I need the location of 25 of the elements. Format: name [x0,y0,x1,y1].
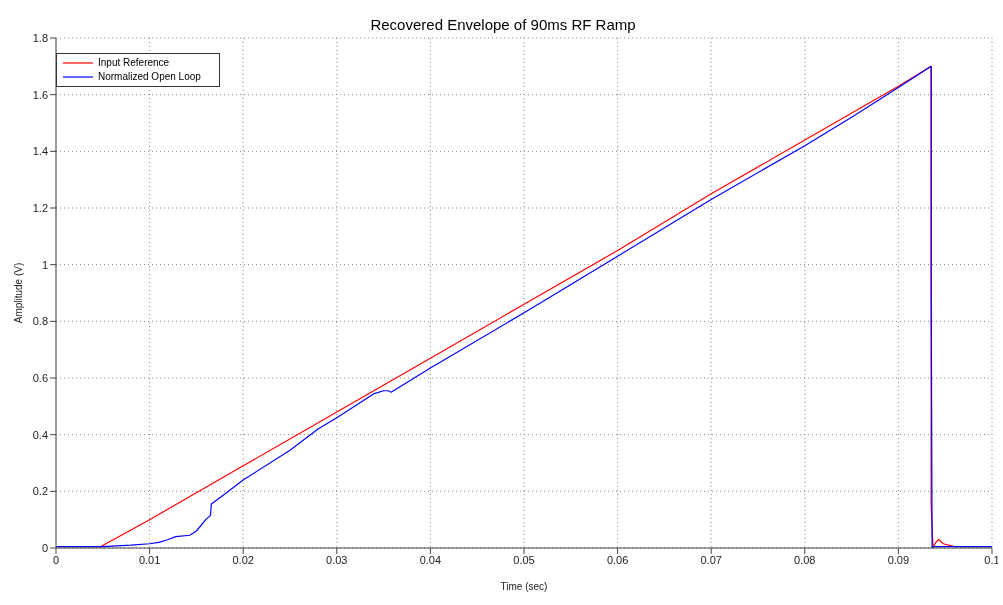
x-tick-label: 0.01 [138,553,161,566]
y-tick-label: 0.2 [32,485,48,498]
x-tick-label: 0.08 [794,553,816,566]
x-tick-label: 0.03 [326,553,348,566]
x-tick-label: 0 [52,553,60,566]
y-tick-label: 0 [41,541,48,554]
x-tick-label: 0.04 [419,553,442,566]
x-tick-label: 0.09 [887,553,910,566]
x-tick-label: 0.07 [700,553,722,566]
x-tick-label: 0.06 [606,553,629,566]
legend-label: Input Reference [98,56,170,70]
x-tick-label: 0.02 [232,553,254,566]
y-tick-label: 1.8 [32,31,48,44]
chart-title: Recovered Envelope of 90ms RF Ramp [369,16,637,33]
y-tick-label: 1.4 [32,145,48,158]
x-axis-title: Time (sec) [500,581,548,592]
y-tick-label: 1 [41,258,48,271]
x-tick-label: 0.05 [513,553,535,566]
y-tick-label: 0.6 [32,371,48,384]
y-tick-label: 1.2 [32,201,48,214]
y-axis-title: Amplitude (V) [12,262,24,324]
y-tick-label: 1.6 [32,88,48,101]
y-tick-label: 0.4 [32,428,48,441]
legend-label: Normalized Open Loop [98,70,201,84]
y-tick-label: 0.8 [32,315,48,328]
